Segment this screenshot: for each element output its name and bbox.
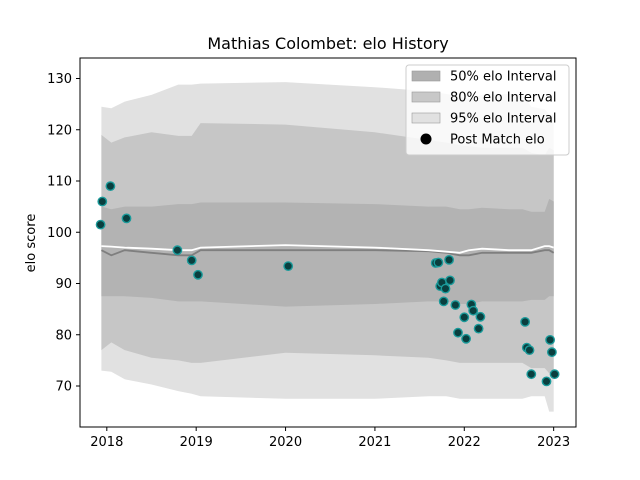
legend-box xyxy=(405,64,570,156)
x-tick-label: 2023 xyxy=(537,435,570,450)
post-match-points xyxy=(95,181,560,387)
x-tick-label: 2018 xyxy=(90,435,123,450)
x-axis: 2018 2019 2020 2021 2022 2023 xyxy=(90,427,570,450)
post-match-point xyxy=(440,283,451,294)
post-match-point xyxy=(450,300,461,310)
post-match-point xyxy=(445,275,455,286)
post-match-point xyxy=(459,312,470,323)
y-tick-label: 110 xyxy=(47,175,72,190)
post-match-point xyxy=(283,261,294,271)
x-tick-label: 2019 xyxy=(180,435,213,450)
x-tick-label: 2022 xyxy=(448,435,481,450)
post-match-point xyxy=(520,316,530,327)
post-match-point xyxy=(438,296,449,307)
y-axis: 70 80 90 100 110 120 130 xyxy=(47,72,80,395)
y-tick-label: 120 xyxy=(47,123,72,138)
y-axis-label: elo score xyxy=(24,214,39,273)
legend-swatch xyxy=(411,112,441,124)
post-match-point xyxy=(524,345,535,355)
legend-label: 80% elo Interval xyxy=(450,91,557,106)
post-match-point xyxy=(549,369,560,380)
post-match-point xyxy=(526,369,537,380)
post-match-point xyxy=(468,305,479,316)
y-tick-label: 100 xyxy=(47,226,72,241)
post-match-point xyxy=(121,213,132,224)
legend-label: 95% elo Interval xyxy=(450,112,557,127)
post-match-point xyxy=(547,347,557,358)
legend-swatch xyxy=(411,91,441,103)
post-match-point xyxy=(444,254,454,265)
post-match-point xyxy=(95,219,106,230)
legend-label: Post Match elo xyxy=(450,133,545,148)
y-tick-label: 130 xyxy=(47,72,72,87)
post-match-point xyxy=(186,255,197,266)
post-match-point xyxy=(193,269,203,280)
post-match-point xyxy=(545,334,555,345)
chart-title: Mathias Colombet: elo History xyxy=(207,34,448,53)
x-tick-label: 2020 xyxy=(269,435,302,450)
post-match-point xyxy=(541,376,552,387)
post-match-point xyxy=(461,333,471,344)
post-match-point xyxy=(453,327,463,338)
y-tick-label: 70 xyxy=(55,380,72,395)
post-match-point xyxy=(97,196,108,207)
y-tick-label: 80 xyxy=(55,328,72,343)
post-match-point xyxy=(473,323,484,334)
legend-swatch xyxy=(411,70,441,82)
x-tick-label: 2021 xyxy=(358,435,391,450)
legend-label: 50% elo Interval xyxy=(450,70,557,85)
legend: 50% elo Interval 80% elo Interval 95% elo … xyxy=(405,64,570,156)
post-match-point xyxy=(433,257,444,268)
post-match-point xyxy=(105,181,116,192)
y-tick-label: 90 xyxy=(55,277,72,292)
post-match-point xyxy=(475,311,486,322)
post-match-point xyxy=(172,245,183,256)
plot-frame xyxy=(79,57,577,428)
median-elo-line xyxy=(100,249,555,257)
legend-marker xyxy=(420,133,432,145)
elo-lines xyxy=(100,244,555,257)
mean-elo-line xyxy=(101,244,554,254)
